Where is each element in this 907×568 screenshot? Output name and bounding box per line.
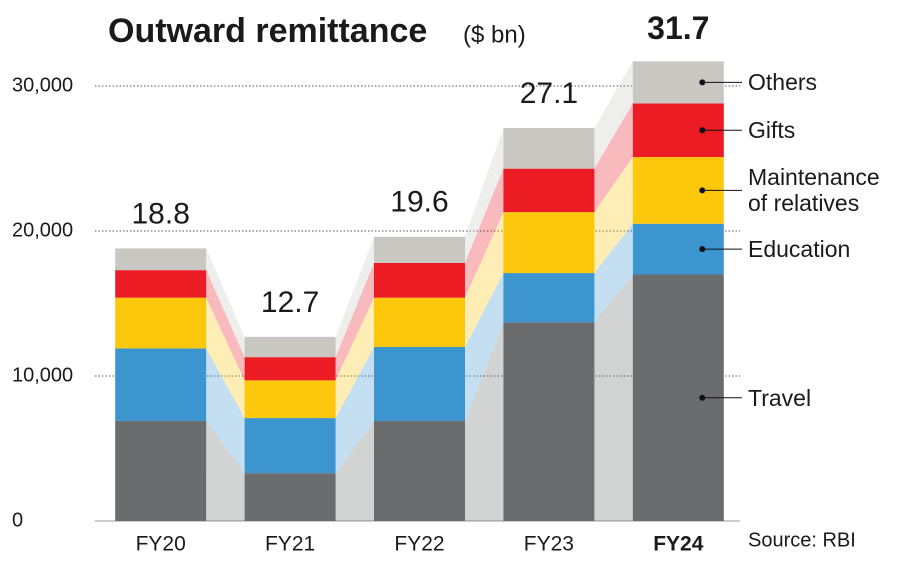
source: Source: RBI: [748, 529, 856, 551]
bar-segment: [115, 420, 207, 521]
ribbon: [594, 223, 633, 323]
bar-segment: [374, 262, 465, 298]
ribbon: [465, 168, 504, 298]
bar-segment: [374, 420, 465, 521]
chart-unit: ($ bn): [463, 21, 526, 48]
bar-segment: [244, 473, 336, 521]
y-tick-label: 30,000: [12, 74, 73, 96]
bar-segment: [374, 347, 465, 421]
ribbon: [335, 297, 374, 419]
ribbon: [335, 262, 374, 381]
x-tick-label: FY24: [653, 533, 704, 556]
bar-segment: [503, 128, 595, 169]
x-tick-label: FY20: [136, 533, 186, 556]
total-label: 31.7: [647, 10, 709, 46]
ribbon: [206, 248, 245, 358]
ribbon: [206, 270, 245, 381]
bar-segment: [115, 248, 207, 271]
ribbon: [465, 273, 504, 421]
legend-label: Education: [748, 236, 851, 263]
bar-segment: [503, 168, 595, 213]
ribbon: [594, 103, 633, 213]
bar-segment: [244, 418, 336, 474]
legend-label: Gifts: [748, 117, 796, 144]
bar-segment: [244, 336, 336, 358]
ribbon: [465, 128, 504, 263]
bar-segment: [115, 348, 207, 421]
bar-segment: [244, 380, 336, 419]
chart-title: Outward remittance: [108, 12, 427, 50]
total-label: 27.1: [520, 77, 578, 110]
total-label: 18.8: [132, 197, 190, 230]
bar-segment: [115, 270, 207, 298]
total-label: 19.6: [390, 186, 448, 219]
bar-segment: [374, 236, 465, 263]
x-tick-label: FY23: [524, 533, 574, 556]
y-tick-label: 0: [12, 509, 23, 531]
bar-segment: [115, 297, 207, 349]
x-tick-label: FY21: [265, 533, 315, 556]
ribbon: [594, 61, 633, 169]
ribbon: [465, 212, 504, 347]
bar-segment: [503, 322, 595, 521]
y-tick-label: 10,000: [12, 364, 73, 386]
bar-segment: [503, 212, 595, 274]
x-tick-label: FY22: [394, 533, 444, 556]
y-tick-label: 20,000: [12, 219, 73, 241]
bar-segment: [244, 357, 336, 381]
ribbon: [206, 348, 245, 474]
bar-segment: [503, 273, 595, 323]
ribbon: [335, 420, 374, 521]
legend-label: Travel: [748, 384, 812, 411]
ribbon: [465, 322, 504, 521]
legend-label: Maintenance of relatives: [748, 164, 880, 217]
ribbon: [335, 347, 374, 474]
ribbon: [594, 157, 633, 274]
ribbon: [594, 274, 633, 521]
bar-segment: [374, 297, 465, 347]
ribbon: [206, 297, 245, 419]
ribbon: [206, 420, 245, 521]
legend-label: Others: [748, 69, 818, 96]
ribbon: [335, 236, 374, 358]
total-label: 12.7: [261, 286, 319, 319]
